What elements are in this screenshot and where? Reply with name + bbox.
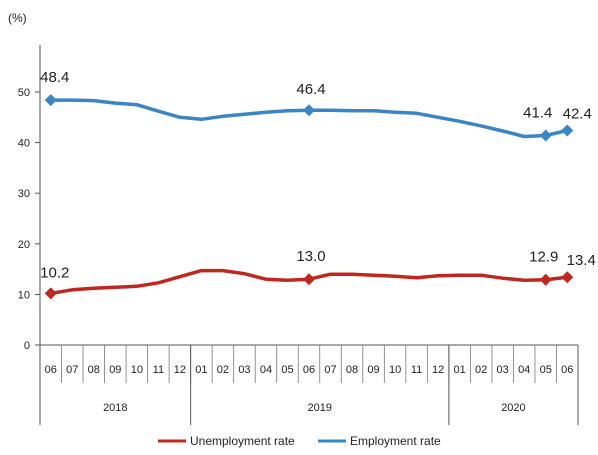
x-tick-label: 04 xyxy=(518,364,530,376)
x-tick-label: 03 xyxy=(238,364,250,376)
series-marker xyxy=(561,271,574,284)
year-label: 2019 xyxy=(308,402,332,414)
x-tick-label: 12 xyxy=(432,364,444,376)
data-label: 48.4 xyxy=(40,69,69,86)
x-tick-label: 08 xyxy=(88,364,100,376)
x-tick-label: 07 xyxy=(324,364,336,376)
x-tick-label: 06 xyxy=(561,364,573,376)
series-marker xyxy=(44,94,57,107)
x-tick-label: 06 xyxy=(303,364,315,376)
x-tick-label: 01 xyxy=(454,364,466,376)
data-label: 12.9 xyxy=(529,249,558,266)
series-marker xyxy=(303,273,315,286)
x-tick-label: 07 xyxy=(66,364,78,376)
year-label: 2018 xyxy=(103,402,127,414)
x-tick-label: 12 xyxy=(174,364,186,376)
data-label: 46.4 xyxy=(296,81,325,98)
y-tick-label: 10 xyxy=(18,289,30,301)
data-label: 42.4 xyxy=(563,105,592,122)
y-tick-label: 50 xyxy=(18,87,30,99)
y-tick-label: 40 xyxy=(18,138,30,150)
legend-label: Employment rate xyxy=(350,434,441,448)
plot-area: 10.2 13.0 12.9 13.4 48.4 46.4 41.4 42.4 xyxy=(40,69,596,300)
legend-label: Unemployment rate xyxy=(190,434,295,448)
data-label: 13.0 xyxy=(296,248,325,265)
series-marker xyxy=(303,104,315,117)
series-marker xyxy=(539,273,552,286)
series-marker xyxy=(539,129,552,142)
data-label: 13.4 xyxy=(567,252,596,269)
x-tick-label: 09 xyxy=(109,364,121,376)
x-tick-label: 10 xyxy=(389,364,401,376)
x-tick-label: 08 xyxy=(346,364,358,376)
x-tick-label: 06 xyxy=(45,364,57,376)
x-tick-label: 02 xyxy=(217,364,229,376)
legend: Unemployment rate Employment rate xyxy=(158,434,441,448)
y-tick-label: 0 xyxy=(24,340,30,352)
axes xyxy=(35,45,579,425)
x-tick-label: 11 xyxy=(411,364,422,376)
y-tick-label: 30 xyxy=(18,188,30,200)
data-label: 10.2 xyxy=(40,264,69,281)
x-tick-label: 10 xyxy=(131,364,143,376)
x-tick-label: 05 xyxy=(281,364,293,376)
x-tick-label: 04 xyxy=(260,364,272,376)
x-tick-label: 01 xyxy=(195,364,207,376)
series-marker xyxy=(44,287,57,300)
data-label: 41.4 xyxy=(523,105,552,122)
y-tick-label: 20 xyxy=(18,239,30,251)
year-label: 2020 xyxy=(501,402,525,414)
x-tick-label: 02 xyxy=(475,364,487,376)
x-tick-label: 11 xyxy=(153,364,164,376)
y-axis-label: (%) xyxy=(8,11,27,25)
x-tick-label: 03 xyxy=(497,364,509,376)
x-tick-label: 09 xyxy=(367,364,379,376)
x-tick-label: 05 xyxy=(540,364,552,376)
series-marker xyxy=(561,124,574,137)
